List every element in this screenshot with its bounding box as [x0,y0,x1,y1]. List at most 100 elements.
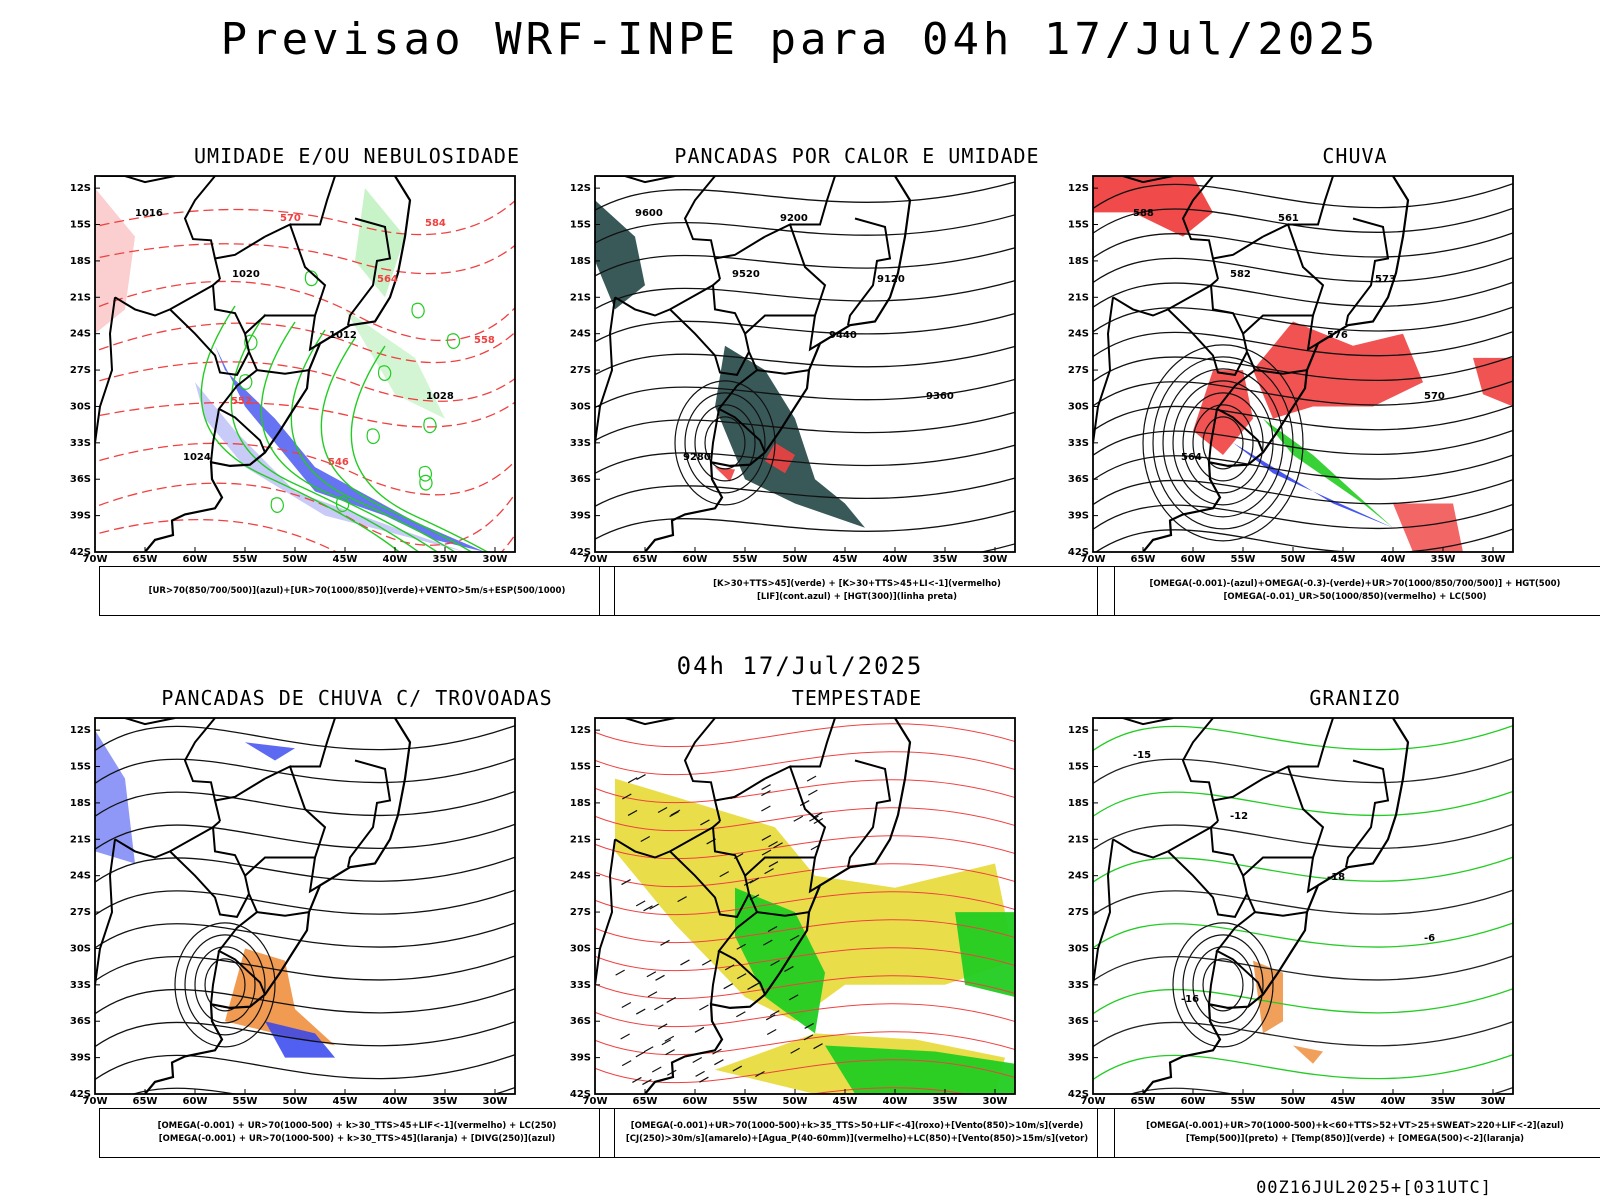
contour-label: 9120 [877,274,905,285]
map-layers: 9600 9520 9440 9360 9280 9200 9120 [595,176,1015,552]
height-contour [1093,355,1513,383]
political-border [808,857,821,894]
political-border [210,950,220,1005]
map-frame [594,175,1016,553]
red-shaded-area [765,442,795,474]
lon-tick-label: 55W [733,1096,758,1107]
height-contour [1093,987,1513,1015]
low-pressure-contour [1142,344,1304,542]
map-frame [594,717,1016,1095]
map-panel-3: CHUVA 588 582 576 570 564 561 573 12S 15S 18S 21S 24… [1068,144,1600,634]
legend-line: [UR>70(850/700/500)](azul)+[UR>70(1000/8… [148,585,566,596]
lon-tick-label: 55W [1231,1096,1256,1107]
wind-vector [788,994,799,1001]
wind-vector [736,1011,746,1018]
political-border [710,408,720,463]
wind-vector [692,1056,702,1064]
panel-title: CHUVA [1322,144,1388,168]
height-contour [595,181,1015,212]
wind-vector [761,805,771,812]
panel-title: TEMPESTADE [791,686,923,710]
wind-vector [755,1070,765,1078]
height-contour [595,510,1015,541]
lat-tick-label: 12S [1068,725,1089,736]
political-border [1208,950,1218,1005]
lat-tick-label: 30S [1068,401,1089,412]
legend-line: [CJ(250)>30m/s](amarelo)+[Agua_P(40-60mm… [625,1134,1089,1144]
map-panel-4: PANCADAS DE CHUVA C/ TROVOADAS 12S 15S 18S 2… [70,686,617,1176]
lon-tick-label: 50W [283,554,308,565]
lon-tick-label: 65W [1131,554,1156,565]
lat-tick-label: 12S [570,183,591,194]
wind-vector [664,1035,675,1042]
streamline [595,723,1015,748]
wind-vector [621,879,631,886]
lat-tick-label: 33S [70,980,91,991]
lat-tick-label: 15S [570,762,591,773]
wind-vector [736,943,747,950]
streamline [595,919,1015,944]
thickness-contour [95,361,515,402]
wind-vector [660,939,670,946]
lat-tick-label: 30S [570,943,591,954]
political-border [256,911,310,917]
political-border [614,284,714,317]
lat-tick-label: 21S [570,292,591,303]
wind-vector [621,1060,632,1067]
lat-tick-label: 18S [70,798,91,809]
political-border [1112,284,1212,317]
height-contour [1093,856,1513,884]
lat-tick-label: 12S [1068,183,1089,194]
low-pressure-contour [184,934,266,1036]
orange-shaded-area [1253,960,1283,1034]
wind-vector [622,793,632,800]
lat-tick-label: 42S [1068,1089,1089,1100]
red-shaded-area [95,188,135,334]
legend-line: [OMEGA(-0.001) + UR>70(1000-500) + k>30_… [157,1121,557,1131]
lon-tick-label: 70W [583,554,608,565]
legend-line: [OMEGA(-0.001)-(azul)+OMEGA(-0.3)-(verde… [1149,579,1561,589]
lon-tick-label: 55W [233,1096,258,1107]
lon-tick-label: 30W [1481,1096,1506,1107]
map-layers: 588 582 576 570 564 561 573 [1093,176,1513,552]
lat-tick-label: 36S [1068,1016,1089,1027]
legend-line: [LIF](cont.azul) + [HGT(300)](linha pret… [756,592,958,602]
contour-label: 1020 [232,269,260,280]
humidity-contour [418,465,433,482]
lon-tick-label: 30W [983,1096,1008,1107]
legend-line: [OMEGA(-0.001)+UR>70(1000-500)+k>35_TTS>… [630,1121,1084,1131]
wind-vector [677,896,687,903]
political-border [847,759,892,868]
lat-tick-label: 15S [70,762,91,773]
lat-tick-label: 33S [570,980,591,991]
lon-tick-label: 40W [1381,1096,1406,1107]
humidity-contour [446,333,461,349]
contour-label: -12 [1230,811,1248,822]
political-border [211,820,250,895]
lat-tick-label: 30S [70,943,91,954]
low-pressure-contour [204,958,246,1012]
political-border [244,223,327,335]
lon-tick-label: 30W [983,554,1008,565]
lon-tick-label: 35W [933,554,958,565]
wind-vector [749,877,760,884]
wind-vector [764,868,774,875]
political-border [600,176,676,184]
wind-vector [719,871,730,878]
political-border [1254,369,1308,375]
height-contour [595,246,1015,277]
height-contour [595,477,1015,508]
contour-label: 9600 [635,208,663,219]
panel-title: GRANIZO [1309,686,1401,710]
political-border [756,369,810,375]
lat-tick-label: 36S [570,1016,591,1027]
lat-tick-label: 24S [570,871,591,882]
height-contour [595,345,1015,376]
height-contour [595,444,1015,475]
low-pressure-contour [674,380,776,506]
height-contour [1093,889,1513,916]
political-border [1098,176,1174,184]
lat-tick-label: 27S [570,365,591,376]
